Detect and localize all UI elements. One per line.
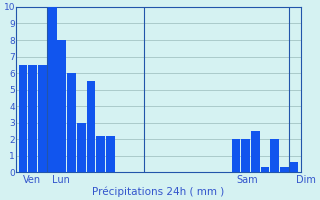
- X-axis label: Précipitations 24h ( mm ): Précipitations 24h ( mm ): [92, 186, 225, 197]
- Bar: [290, 162, 299, 172]
- Bar: [67, 73, 76, 172]
- Text: Sam: Sam: [236, 175, 258, 185]
- Bar: [241, 139, 250, 172]
- Bar: [28, 65, 37, 172]
- Bar: [38, 65, 47, 172]
- Text: Dim: Dim: [296, 175, 316, 185]
- Bar: [19, 65, 28, 172]
- Bar: [270, 139, 279, 172]
- Bar: [106, 136, 115, 172]
- Bar: [48, 7, 57, 172]
- Bar: [251, 131, 260, 172]
- Bar: [58, 40, 66, 172]
- Text: Lun: Lun: [52, 175, 70, 185]
- Bar: [77, 123, 85, 172]
- Text: Ven: Ven: [23, 175, 41, 185]
- Bar: [96, 136, 105, 172]
- Bar: [261, 167, 269, 172]
- Bar: [86, 81, 95, 172]
- Bar: [232, 139, 240, 172]
- Bar: [280, 167, 289, 172]
